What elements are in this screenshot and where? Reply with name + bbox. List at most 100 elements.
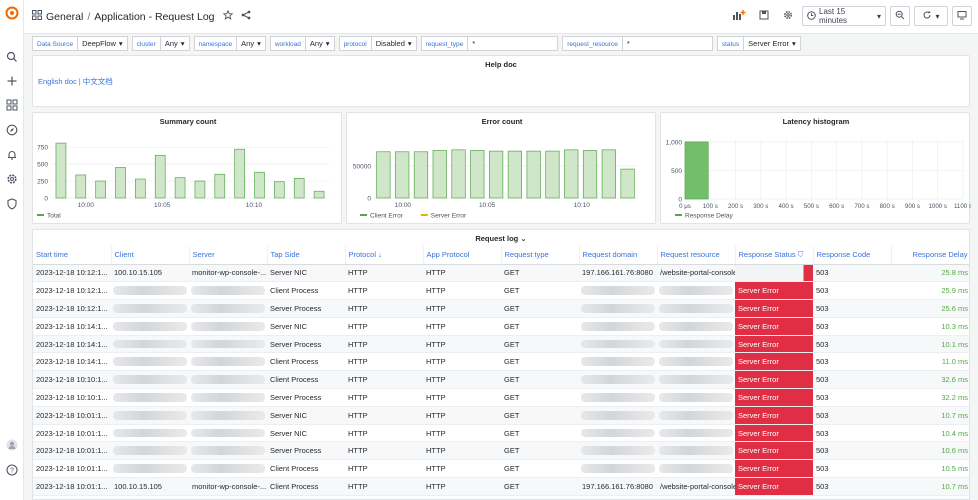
column-header-protocol[interactable]: Protocol ↓ bbox=[345, 246, 424, 265]
page-title[interactable]: Application - Request Log bbox=[94, 10, 215, 23]
english-doc-link[interactable]: English doc bbox=[38, 77, 77, 86]
chinese-doc-link[interactable]: 中文文档 bbox=[82, 77, 113, 86]
save-icon bbox=[759, 10, 769, 22]
bar bbox=[413, 151, 429, 199]
zoom-out-icon bbox=[895, 10, 905, 22]
tv-mode-button[interactable] bbox=[952, 6, 972, 26]
refresh-button[interactable]: ▾ bbox=[914, 6, 948, 26]
search-icon[interactable] bbox=[5, 50, 19, 64]
latency-histogram-chart: Latency histogram 1,000 500 00 μs 100 s 200 s… bbox=[666, 117, 972, 220]
time-range-picker[interactable]: Last 15 minutes ▾ bbox=[802, 6, 886, 26]
request-log-title[interactable]: Request log ⌄ bbox=[33, 230, 969, 246]
namespace-select[interactable]: Any ▾ bbox=[237, 35, 266, 51]
save-dashboard-button[interactable] bbox=[754, 6, 774, 26]
gear-icon[interactable] bbox=[5, 172, 19, 186]
table-cell: /website-portal-console bbox=[657, 477, 735, 496]
y-tick-label: 0 bbox=[367, 196, 371, 203]
column-header-server[interactable]: Server bbox=[189, 246, 268, 265]
table-row[interactable]: 2023-12-18 10:01:1... Server NIC HTTP HTTP… bbox=[33, 406, 969, 425]
plus-icon[interactable] bbox=[5, 74, 19, 88]
column-header-response-status[interactable]: Response Status ⛉ bbox=[735, 246, 814, 265]
bar bbox=[545, 150, 560, 199]
variable-request-resource: request_resource * bbox=[562, 35, 713, 51]
add-panel-button[interactable] bbox=[728, 6, 750, 26]
explore-compass-icon[interactable] bbox=[5, 123, 19, 137]
bar bbox=[194, 180, 206, 199]
table-cell bbox=[111, 335, 189, 354]
chevron-down-icon: ▾ bbox=[935, 11, 940, 21]
legend-swatch bbox=[675, 214, 682, 216]
help-icon[interactable]: ? bbox=[5, 463, 19, 477]
user-avatar-icon[interactable] bbox=[5, 438, 19, 452]
dashboard-settings-button[interactable] bbox=[778, 6, 798, 26]
share-icon[interactable] bbox=[241, 10, 251, 23]
column-header-response-code[interactable]: Response Code bbox=[813, 246, 892, 265]
status-select[interactable]: Server Error ▾ bbox=[744, 35, 801, 51]
dashboards-grid-icon[interactable] bbox=[32, 10, 42, 23]
table-cell: 503 bbox=[813, 388, 891, 407]
table-row[interactable]: 2023-12-18 10:14:1... Server Process HTTP… bbox=[33, 335, 969, 354]
table-row[interactable]: 2023-12-18 10:12:1... 100.10.15.105 monito… bbox=[33, 264, 969, 283]
table-cell: GET bbox=[501, 335, 579, 354]
request-resource-input[interactable]: * bbox=[622, 35, 713, 51]
x-tick-label: 10:05 bbox=[154, 202, 171, 209]
table-cell: monitor-wp-console-... bbox=[189, 264, 267, 283]
alerting-bell-icon[interactable] bbox=[5, 148, 19, 162]
protocol-select[interactable]: Disabled ▾ bbox=[371, 35, 417, 51]
x-tick-label: 400 s bbox=[779, 203, 794, 210]
table-cell: GET bbox=[501, 388, 579, 407]
column-header-request-domain[interactable]: Request domain bbox=[579, 246, 658, 265]
star-icon[interactable] bbox=[222, 9, 234, 23]
column-header-request-resource[interactable]: Request resource bbox=[657, 246, 736, 265]
shield-icon[interactable] bbox=[5, 197, 19, 211]
table-cell bbox=[579, 424, 657, 443]
dashboards-icon[interactable] bbox=[5, 98, 19, 112]
datasource-select[interactable]: DeepFlow ▾ bbox=[78, 35, 128, 51]
table-row[interactable]: 2023-12-18 10:14:1... Server NIC HTTP HTTP… bbox=[33, 317, 969, 336]
table-row[interactable]: 2023-12-18 10:01:1... Server Process HTTP… bbox=[33, 441, 969, 461]
table-cell: HTTP bbox=[345, 299, 423, 318]
table-cell: Client Process bbox=[267, 281, 345, 301]
variable-value: Any bbox=[309, 38, 323, 48]
column-header-request-type[interactable]: Request type bbox=[501, 246, 580, 265]
breadcrumb-separator: / bbox=[87, 10, 91, 23]
request-type-input[interactable]: * bbox=[468, 35, 559, 51]
table-cell: 503 bbox=[813, 264, 891, 283]
table-cell bbox=[657, 441, 735, 461]
x-tick-label: 10:00 bbox=[395, 202, 412, 209]
table-cell bbox=[657, 424, 735, 443]
table-cell: HTTP bbox=[423, 317, 501, 336]
workload-select[interactable]: Any ▾ bbox=[305, 35, 335, 51]
table-cell: 2023-12-18 10:14:1... bbox=[33, 352, 111, 372]
chevron-down-icon: ▾ bbox=[407, 38, 412, 48]
grafana-logo-icon[interactable] bbox=[5, 6, 19, 20]
summary-count-panel: Summary count 750 500 250 0 10:00 10:05 10:10 To… bbox=[32, 112, 342, 224]
table-cell: HTTP bbox=[423, 441, 501, 461]
table-row[interactable]: 2023-12-18 10:12:1... Server Process HTTP… bbox=[33, 299, 969, 318]
table-cell: HTTP bbox=[345, 352, 423, 372]
table-cell: 100.10.15.105 bbox=[111, 264, 189, 283]
column-header-app-protocol[interactable]: App Protocol bbox=[423, 246, 502, 265]
table-cell: Server NIC bbox=[267, 406, 345, 425]
cluster-select[interactable]: Any ▾ bbox=[160, 35, 190, 51]
table-row[interactable]: 2023-12-18 10:01:1... 100.10.15.105 monito… bbox=[33, 477, 969, 496]
table-cell bbox=[657, 281, 735, 301]
column-header-start-time[interactable]: Start time bbox=[33, 246, 112, 265]
table-row[interactable]: 2023-12-18 10:14:1... Client Process HTTP… bbox=[33, 352, 969, 372]
column-header-tap-side[interactable]: Tap Side bbox=[267, 246, 346, 265]
table-cell: HTTP bbox=[345, 388, 423, 407]
table-row[interactable]: 2023-12-18 10:01:1... Client Process HTTP… bbox=[33, 459, 969, 479]
table-row[interactable]: 2023-12-18 10:12:1... Client Process HTTP… bbox=[33, 281, 969, 301]
table-row[interactable]: 2023-12-18 10:01:1... Server NIC HTTP HTTP… bbox=[33, 424, 969, 443]
column-header-response-delay[interactable]: Response Delay bbox=[891, 246, 969, 265]
table-cell: Server Process bbox=[267, 299, 345, 318]
column-header-client[interactable]: Client bbox=[111, 246, 190, 265]
table-header-row: Start time Client Server Tap Side Protocol ↓… bbox=[33, 246, 969, 265]
table-cell: Client Process bbox=[267, 459, 345, 479]
chevron-down-icon: ▾ bbox=[325, 38, 330, 48]
breadcrumb-folder[interactable]: General bbox=[46, 10, 84, 23]
table-row[interactable]: 2023-12-18 10:10:1... Server Process HTTP… bbox=[33, 388, 969, 407]
zoom-out-button[interactable] bbox=[890, 6, 910, 26]
bar bbox=[526, 150, 541, 199]
table-row[interactable]: 2023-12-18 10:10:1... Client Process HTTP… bbox=[33, 370, 969, 390]
